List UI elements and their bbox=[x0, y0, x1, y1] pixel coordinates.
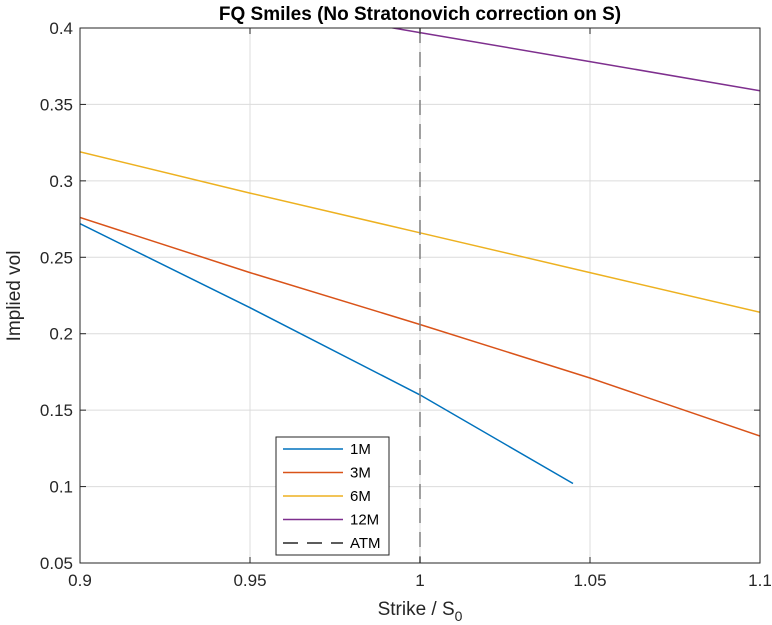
series-line-1m bbox=[80, 223, 574, 485]
chart-title: FQ Smiles (No Stratonovich correction on… bbox=[219, 4, 621, 25]
x-tick-label: 1 bbox=[415, 571, 424, 590]
y-tick-label: 0.15 bbox=[40, 401, 73, 420]
x-tick-label: 0.95 bbox=[233, 571, 266, 590]
legend-label-1m: 1M bbox=[350, 441, 371, 458]
y-tick-label: 0.1 bbox=[49, 478, 73, 497]
x-tick-label: 1.05 bbox=[573, 571, 606, 590]
legend-label-atm: ATM bbox=[350, 535, 381, 552]
y-tick-label: 0.35 bbox=[40, 95, 73, 114]
y-tick-label: 0.05 bbox=[40, 554, 73, 573]
y-tick-label: 0.2 bbox=[49, 325, 73, 344]
legend-label-6m: 6M bbox=[350, 488, 371, 505]
legend-label-12m: 12M bbox=[350, 512, 379, 529]
x-axis-label-text: Strike / S bbox=[378, 599, 455, 620]
x-axis-label: Strike / S0 bbox=[378, 599, 463, 624]
legend-label-3m: 3M bbox=[350, 465, 371, 482]
y-tick-label: 0.25 bbox=[40, 248, 73, 267]
tick-labels: 0.9 0.95 1 1.05 1.1 0.05 0.1 0.15 0.2 0.25 0.3 0.35… bbox=[40, 19, 772, 590]
x-axis-label-subscript: 0 bbox=[455, 608, 463, 624]
y-axis-label: Implied vol bbox=[4, 251, 25, 342]
x-tick-label: 1.1 bbox=[748, 571, 772, 590]
y-tick-label: 0.3 bbox=[49, 172, 73, 191]
legend: 1M 3M 6M 12M ATM bbox=[275, 436, 390, 556]
x-tick-label: 0.9 bbox=[68, 571, 92, 590]
y-tick-label: 0.4 bbox=[49, 19, 73, 38]
